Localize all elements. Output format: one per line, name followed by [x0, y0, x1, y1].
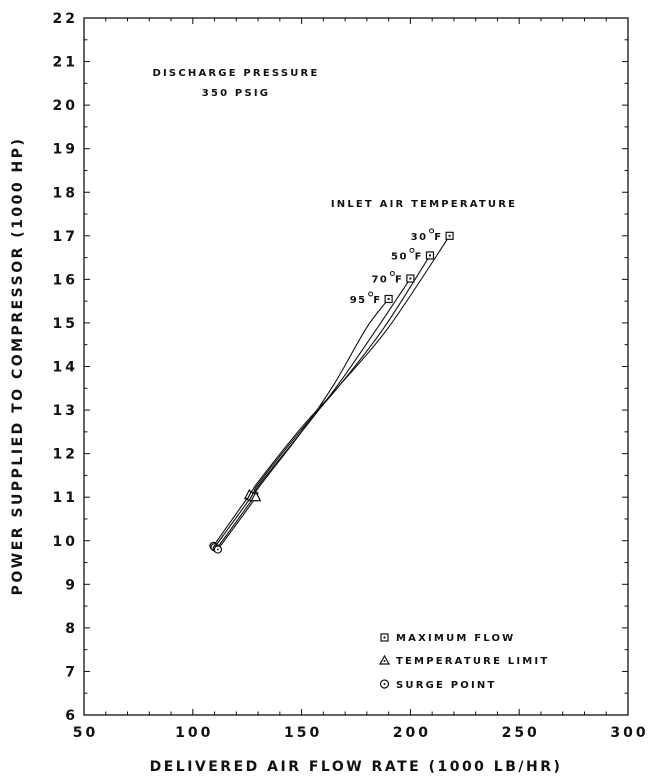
legend-item-temperature-limit: TEMPERATURE LIMIT [378, 654, 549, 667]
surge-point-marker [213, 545, 223, 554]
maximum-flow-marker [406, 274, 415, 283]
y-tick-label: 11 [53, 490, 78, 506]
y-axis-title: POWER SUPPLIED TO COMPRESSOR (1000 HP) [10, 137, 26, 596]
y-tick-label: 6 [65, 708, 78, 724]
inlet-air-temperature-title: INLET AIR TEMPERATURE [331, 199, 517, 210]
svg-text:F: F [395, 275, 403, 286]
x-tick-label: 150 [284, 725, 322, 741]
y-tick-label: 15 [53, 316, 78, 332]
y-tick-labels: 6 7 8 9 10 11 12 13 14 15 16 17 18 19 20 21 22 [53, 11, 78, 724]
x-tick-label: 250 [502, 725, 540, 741]
x-tick-label: 100 [175, 725, 213, 741]
y-tick-label: 19 [53, 142, 78, 158]
y-tick-label: 8 [65, 621, 78, 637]
temperature-label: F 50 [391, 247, 423, 262]
svg-text:F: F [415, 251, 423, 262]
x-tick-labels: 50 100 150 200 250 300 [73, 725, 648, 741]
discharge-pressure-value: 350 PSIG [202, 88, 270, 99]
x-tick-label: 200 [393, 725, 431, 741]
legend-label: SURGE POINT [396, 680, 496, 691]
y-tick-label: 22 [53, 11, 78, 27]
y-tick-label: 13 [53, 403, 78, 419]
temperature-labels: F 30 F 50 F 70 F 95 [350, 228, 442, 306]
x-tick-label: 300 [610, 725, 648, 741]
y-tick-label: 12 [53, 447, 78, 463]
y-tick-label: 20 [53, 98, 78, 114]
svg-text:F: F [373, 295, 381, 306]
y-tick-label: 16 [53, 272, 78, 288]
y-tick-label: 9 [65, 577, 78, 593]
temperature-label: F 70 [371, 271, 403, 286]
y-tick-label: 10 [53, 534, 78, 550]
maximum-flow-marker [425, 251, 435, 260]
legend-item-surge-point: SURGE POINT [379, 679, 496, 691]
svg-text:30: 30 [411, 232, 428, 243]
triangle-marker-icon [378, 654, 391, 665]
y-tick-label: 17 [53, 229, 78, 245]
y-tick-label: 21 [53, 55, 78, 71]
tick-marks [83, 17, 629, 716]
series-curves [213, 235, 451, 550]
svg-text:70: 70 [371, 275, 388, 286]
maximum-flow-marker [384, 294, 393, 304]
x-axis-title: DELIVERED AIR FLOW RATE (1000 LB/HR) [150, 759, 563, 775]
legend-item-maximum-flow: MAXIMUM FLOW [380, 633, 515, 644]
svg-text:F: F [434, 232, 442, 243]
temperature-label: F 30 [411, 228, 442, 243]
svg-text:50: 50 [391, 251, 408, 262]
series-markers [209, 231, 454, 554]
legend: MAXIMUM FLOW TEMPERATURE LIMIT SURGE POI… [378, 633, 549, 691]
svg-text:95: 95 [350, 295, 367, 306]
series-line [214, 255, 431, 548]
legend-label: MAXIMUM FLOW [396, 633, 515, 644]
y-tick-label: 14 [53, 360, 78, 376]
temperature-limit-marker [250, 490, 262, 502]
temperature-label: F 95 [350, 291, 381, 306]
square-marker-icon [380, 633, 389, 642]
y-tick-label: 7 [65, 664, 78, 680]
y-tick-label: 18 [53, 185, 78, 201]
discharge-pressure-label: DISCHARGE PRESSURE [153, 68, 320, 79]
circle-marker-icon [379, 679, 390, 689]
maximum-flow-marker [445, 231, 454, 240]
legend-label: TEMPERATURE LIMIT [396, 656, 549, 667]
x-tick-label: 50 [73, 725, 98, 741]
